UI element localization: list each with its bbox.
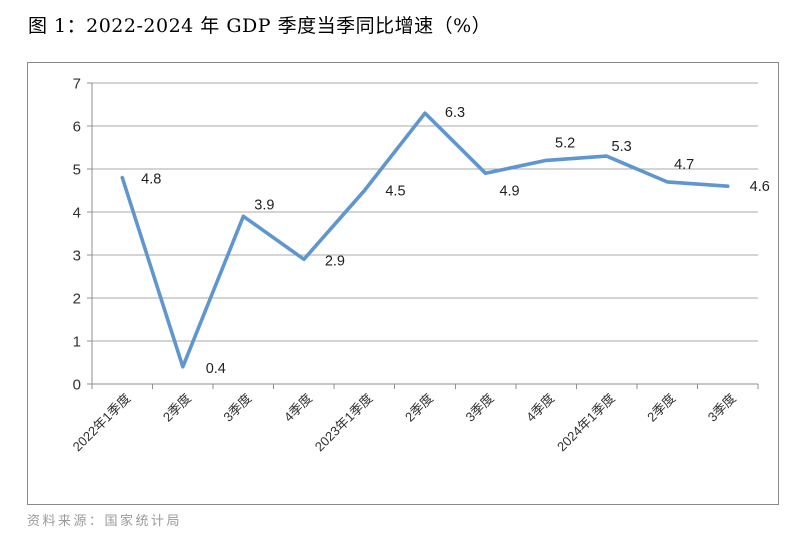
y-tick-label: 6 [73, 119, 81, 136]
data-point-label: 4.5 [385, 184, 405, 200]
x-tick-label: 3季度 [705, 391, 739, 425]
x-tick-label: 4季度 [523, 391, 557, 425]
x-tick-label: 2024年1季度 [554, 391, 618, 455]
x-tick-label: 4季度 [281, 391, 315, 425]
x-tick-label: 2季度 [644, 391, 678, 425]
y-tick-label: 7 [73, 76, 81, 93]
gridlines [92, 82, 758, 342]
data-point-label: 0.4 [206, 361, 226, 377]
x-tick-label: 3季度 [463, 391, 497, 425]
y-tick-label: 3 [73, 248, 81, 265]
data-labels: 4.8 0.4 3.9 2.9 4.5 6.3 4.9 5.2 5.3 4.7 4.6 [141, 105, 770, 377]
x-tick-label: 2022年1季度 [70, 391, 134, 455]
data-point-label: 4.8 [141, 172, 161, 188]
source-note: 资料来源：国家统计局 [27, 514, 183, 529]
chart-container: 0 1 2 3 4 5 6 7 2022年1季度 2季度 3季度 4季度 2023年1季度 2季度 3季度 4… [27, 62, 779, 505]
data-point-label: 6.3 [445, 105, 465, 121]
y-tick-label: 5 [73, 162, 81, 179]
data-point-label: 2.9 [325, 253, 345, 269]
data-point-label: 3.9 [254, 197, 274, 213]
x-tick-label: 2季度 [402, 391, 436, 425]
data-point-label: 4.6 [750, 179, 770, 195]
y-tick-label: 4 [73, 205, 81, 222]
y-tick-label: 2 [73, 291, 81, 308]
figure-title: 图 1：2022-2024 年 GDP 季度当季同比增速（%） [28, 15, 492, 37]
y-tick-label: 0 [73, 377, 81, 394]
data-point-label: 5.2 [555, 135, 575, 151]
y-tick-label: 1 [73, 334, 81, 351]
data-point-label: 4.9 [499, 183, 519, 199]
axes [87, 82, 759, 389]
x-tick-label: 3季度 [220, 391, 254, 425]
x-tick-label: 2季度 [160, 391, 194, 425]
data-point-label: 4.7 [674, 157, 694, 173]
gdp-series-line [120, 111, 730, 369]
x-tick-label: 2023年1季度 [312, 391, 376, 455]
data-point-label: 5.3 [612, 139, 632, 155]
y-axis-labels: 0 1 2 3 4 5 6 7 [73, 76, 81, 394]
